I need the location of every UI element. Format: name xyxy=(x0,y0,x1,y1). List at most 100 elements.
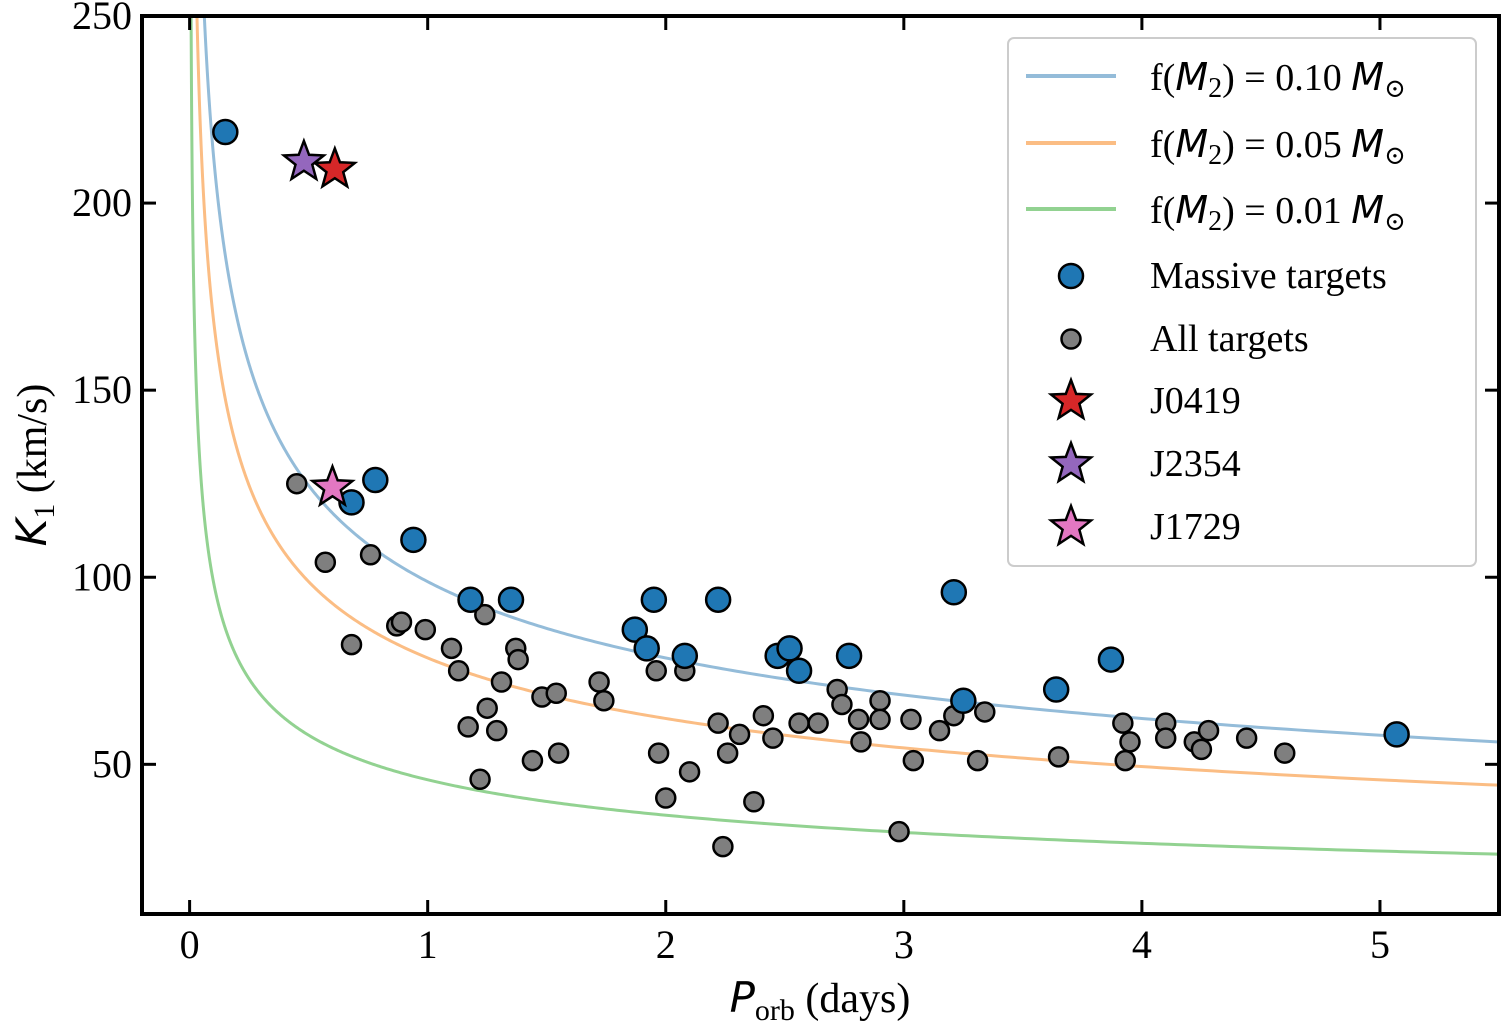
x-tick-label-3: 3 xyxy=(894,922,914,967)
massive-targets-point xyxy=(621,616,649,643)
all-targets-point xyxy=(414,618,437,641)
mass-function-curve-2 xyxy=(189,16,1499,856)
legend-label-f010: f(M2) = 0.10 M⊙ xyxy=(1150,55,1406,104)
legend-star-shape xyxy=(1047,439,1095,484)
all-targets-point xyxy=(1047,746,1070,768)
legend-label-f001: f(M2) = 0.01 M⊙ xyxy=(1150,188,1406,237)
all-targets-point xyxy=(547,742,570,764)
legend-label-f005: f(M2) = 0.05 M⊙ xyxy=(1150,122,1406,171)
legend-label-j1729: J1729 xyxy=(1150,506,1241,548)
all-targets-point xyxy=(1190,738,1213,761)
massive-targets-point xyxy=(1383,721,1410,748)
legend-label-j0419: J0419 xyxy=(1150,380,1241,422)
all-targets-point xyxy=(1119,731,1141,753)
all-targets-point xyxy=(966,749,989,772)
all-targets-point xyxy=(716,742,739,764)
mass-function-curve-0 xyxy=(202,16,1499,744)
ticks-layer: 0 1 2 3 4 5 50 100 150 200 250 xyxy=(72,0,1499,967)
y-tick-label-150: 150 xyxy=(72,367,132,412)
massive-targets-point xyxy=(940,578,968,606)
all-targets-point xyxy=(900,708,922,731)
all-targets-point xyxy=(593,689,615,712)
all-targets-point xyxy=(457,716,479,738)
y-tick-label-200: 200 xyxy=(72,180,132,225)
all-targets-point xyxy=(545,682,567,704)
all-targets-point xyxy=(314,551,337,574)
all-targets-point xyxy=(490,671,513,693)
all-targets-point xyxy=(1235,727,1258,749)
massive-targets-point xyxy=(835,642,863,670)
y-axis-title: K1 (km/s) xyxy=(7,384,61,547)
y-tick-label-100: 100 xyxy=(72,554,132,599)
legend-label-massive: Massive targets xyxy=(1150,255,1387,297)
massive-targets-point xyxy=(950,687,977,714)
all-targets-point xyxy=(359,544,382,566)
j0419-point xyxy=(311,144,359,190)
all-targets-point xyxy=(447,660,470,682)
massive-targets-point xyxy=(497,586,525,613)
all-targets-point xyxy=(728,723,751,746)
x-axis-title: Porb (days) xyxy=(730,973,911,1025)
all-targets-point xyxy=(712,835,734,858)
all-targets-point xyxy=(507,648,529,671)
x-tick-label-0: 0 xyxy=(180,922,200,967)
all-targets-point xyxy=(647,742,670,764)
massive-targets-point xyxy=(704,586,732,613)
all-targets-point xyxy=(285,472,308,495)
points-layer xyxy=(212,118,1410,858)
all-targets-point xyxy=(1112,712,1134,734)
all-targets-point xyxy=(831,693,853,716)
all-targets-point xyxy=(476,697,498,719)
all-targets-point xyxy=(847,708,870,731)
all-targets-point xyxy=(521,749,544,772)
j1729-point xyxy=(309,462,356,508)
all-targets-point xyxy=(974,701,996,723)
massive-targets-point xyxy=(776,635,803,662)
x-tick-label-5: 5 xyxy=(1370,922,1390,967)
legend-marker-j2354 xyxy=(1047,439,1095,484)
legend: f(M2) = 0.10 M⊙ f(M2) = 0.05 M⊙ f(M2) = … xyxy=(1007,37,1477,567)
massive-targets-point xyxy=(362,466,389,494)
all-targets-point xyxy=(743,791,765,813)
all-targets-point xyxy=(869,708,891,731)
x-tick-label-1: 1 xyxy=(418,922,438,967)
all-targets-point xyxy=(340,633,363,656)
massive-targets-point xyxy=(671,642,699,670)
all-targets-point xyxy=(850,731,872,753)
legend-marker-j1729 xyxy=(1047,502,1095,547)
all-targets-point xyxy=(655,787,677,809)
legend-box xyxy=(1007,37,1477,567)
all-targets-point xyxy=(762,727,784,749)
all-targets-point xyxy=(1197,719,1220,742)
all-targets-point xyxy=(390,611,413,633)
all-targets-point xyxy=(807,712,829,734)
all-targets-point xyxy=(869,689,891,712)
massive-targets-point xyxy=(633,635,660,662)
all-targets-point xyxy=(474,603,496,626)
all-targets-point xyxy=(888,820,910,843)
legend-label-all: All targets xyxy=(1150,318,1309,360)
massive-targets-point xyxy=(212,118,239,146)
all-targets-point xyxy=(1114,749,1136,772)
x-tick-label-2: 2 xyxy=(656,922,676,967)
all-targets-point xyxy=(752,704,775,727)
all-targets-point xyxy=(1154,727,1177,749)
massive-targets-point xyxy=(785,657,813,685)
all-targets-point xyxy=(485,719,508,742)
all-targets-point xyxy=(645,660,667,682)
all-targets-point xyxy=(440,637,463,660)
massive-targets-point xyxy=(640,586,668,613)
legend-marker-all xyxy=(1060,328,1082,350)
legend-marker-massive xyxy=(1057,262,1085,290)
all-targets-point xyxy=(588,671,610,693)
all-targets-point xyxy=(928,719,951,742)
y-tick-label-250: 250 xyxy=(72,0,132,38)
plot-frame xyxy=(140,14,1501,916)
legend-marker-j0419 xyxy=(1047,376,1095,421)
all-targets-point xyxy=(469,768,491,791)
all-targets-point xyxy=(788,712,810,734)
legend-label-j2354: J2354 xyxy=(1150,443,1241,485)
massive-targets-point xyxy=(1042,676,1070,703)
all-targets-point xyxy=(1273,742,1296,764)
